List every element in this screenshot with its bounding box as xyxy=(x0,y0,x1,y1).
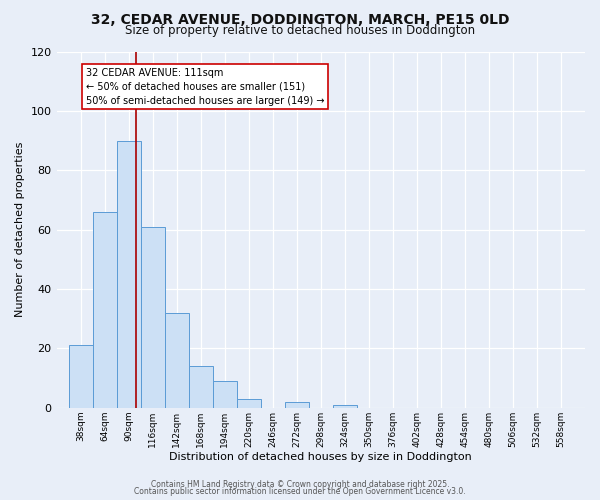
Bar xyxy=(285,402,309,408)
Bar xyxy=(164,313,188,408)
Bar xyxy=(92,212,116,408)
Text: 32, CEDAR AVENUE, DODDINGTON, MARCH, PE15 0LD: 32, CEDAR AVENUE, DODDINGTON, MARCH, PE1… xyxy=(91,12,509,26)
Text: Size of property relative to detached houses in Doddington: Size of property relative to detached ho… xyxy=(125,24,475,37)
Bar xyxy=(212,381,236,408)
Y-axis label: Number of detached properties: Number of detached properties xyxy=(15,142,25,318)
Bar xyxy=(236,399,261,408)
Text: Contains HM Land Registry data © Crown copyright and database right 2025.: Contains HM Land Registry data © Crown c… xyxy=(151,480,449,489)
Bar xyxy=(140,226,164,408)
X-axis label: Distribution of detached houses by size in Doddington: Distribution of detached houses by size … xyxy=(169,452,472,462)
Bar xyxy=(116,140,140,408)
Bar xyxy=(333,405,357,408)
Text: Contains public sector information licensed under the Open Government Licence v3: Contains public sector information licen… xyxy=(134,487,466,496)
Bar xyxy=(68,346,92,408)
Text: 32 CEDAR AVENUE: 111sqm
← 50% of detached houses are smaller (151)
50% of semi-d: 32 CEDAR AVENUE: 111sqm ← 50% of detache… xyxy=(86,68,324,106)
Bar xyxy=(188,366,212,408)
